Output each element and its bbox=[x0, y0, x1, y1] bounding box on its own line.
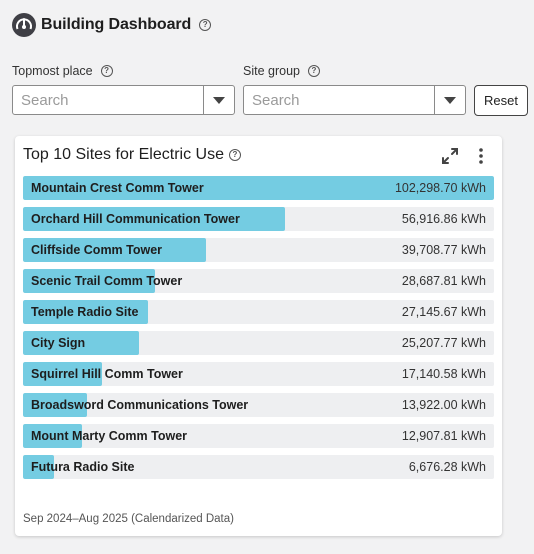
title-help-icon[interactable]: ? bbox=[199, 19, 212, 31]
bar-value: 27,145.67 kWh bbox=[401, 305, 486, 319]
bar-value: 25,207.77 kWh bbox=[401, 336, 486, 350]
chart-bar bbox=[23, 455, 54, 479]
page-title: Building Dashboard bbox=[41, 16, 192, 33]
reset-button[interactable]: Reset bbox=[474, 85, 528, 116]
bar-label: City Sign bbox=[31, 336, 86, 350]
chart-bar-row[interactable]: Scenic Trail Comm Tower 28,687.81 kWh bbox=[23, 269, 494, 293]
chevron-down-icon bbox=[444, 96, 456, 104]
bar-label: Broadsword Communications Tower bbox=[31, 398, 249, 412]
topmost-place-combobox[interactable] bbox=[12, 85, 235, 115]
more-vertical-icon[interactable] bbox=[474, 146, 488, 166]
chart-bar-row[interactable]: Broadsword Communications Tower 13,922.00… bbox=[23, 393, 494, 417]
bar-value: 17,140.58 kWh bbox=[401, 367, 486, 381]
expand-icon[interactable] bbox=[440, 146, 460, 166]
chevron-down-icon bbox=[213, 96, 225, 104]
topmost-place-dropdown-button[interactable] bbox=[203, 86, 234, 114]
topmost-place-search-input[interactable] bbox=[13, 86, 203, 114]
bar-label: Futura Radio Site bbox=[31, 460, 135, 474]
bar-label: Mount Marty Comm Tower bbox=[31, 429, 188, 443]
bar-value: 6,676.28 kWh bbox=[408, 460, 486, 474]
chart-bar bbox=[23, 393, 88, 417]
card-title: Top 10 Sites for Electric Use ? bbox=[23, 146, 241, 164]
topmost-place-label: Topmost place ? bbox=[12, 64, 113, 78]
card-help-icon[interactable]: ? bbox=[228, 149, 241, 161]
chart-bar-row[interactable]: Cliffside Comm Tower 39,708.77 kWh bbox=[23, 238, 494, 262]
chart-bar-row[interactable]: Temple Radio Site 27,145.67 kWh bbox=[23, 300, 494, 324]
bar-label: Orchard Hill Communication Tower bbox=[31, 212, 240, 226]
chart-bar-row[interactable]: Squirrel Hill Comm Tower 17,140.58 kWh bbox=[23, 362, 494, 386]
app-header: Building Dashboard ? bbox=[12, 12, 212, 38]
chart-bar-row[interactable]: Futura Radio Site 6,676.28 kWh bbox=[23, 455, 494, 479]
bar-label: Scenic Trail Comm Tower bbox=[31, 274, 183, 288]
chart-bar-row[interactable]: Mount Marty Comm Tower 12,907.81 kWh bbox=[23, 424, 494, 448]
chart-bar-row[interactable]: Orchard Hill Communication Tower 56,916.8… bbox=[23, 207, 494, 231]
bar-value: 13,922.00 kWh bbox=[401, 398, 486, 412]
topmost-place-label-text: Topmost place bbox=[12, 64, 93, 78]
date-range-footer: Sep 2024–Aug 2025 (Calendarized Data) bbox=[23, 513, 234, 525]
card-title-text: Top 10 Sites for Electric Use bbox=[23, 146, 224, 163]
bar-label: Temple Radio Site bbox=[31, 305, 139, 319]
chart-bar bbox=[23, 362, 102, 386]
bar-value: 12,907.81 kWh bbox=[401, 429, 486, 443]
site-group-label-text: Site group bbox=[243, 64, 300, 78]
bar-label: Mountain Crest Comm Tower bbox=[31, 181, 204, 195]
bar-value: 102,298.70 kWh bbox=[394, 181, 486, 195]
site-group-search-input[interactable] bbox=[244, 86, 434, 114]
chart-bar bbox=[23, 331, 140, 355]
bar-value: 39,708.77 kWh bbox=[401, 243, 486, 257]
site-group-dropdown-button[interactable] bbox=[434, 86, 465, 114]
gauge-logo-icon bbox=[12, 13, 36, 37]
bar-value: 28,687.81 kWh bbox=[401, 274, 486, 288]
chart-bar bbox=[23, 300, 148, 324]
bar-value: 56,916.86 kWh bbox=[401, 212, 486, 226]
electric-use-card: Top 10 Sites for Electric Use ? Mountain… bbox=[15, 136, 502, 536]
topmost-place-help-icon[interactable]: ? bbox=[100, 65, 113, 77]
chart-bar bbox=[23, 424, 83, 448]
site-group-combobox[interactable] bbox=[243, 85, 466, 115]
chart-bar-row[interactable]: City Sign 25,207.77 kWh bbox=[23, 331, 494, 355]
site-group-label: Site group ? bbox=[243, 64, 320, 78]
bar-label: Squirrel Hill Comm Tower bbox=[31, 367, 183, 381]
chart-bar-row[interactable]: Mountain Crest Comm Tower 102,298.70 kWh bbox=[23, 176, 494, 200]
chart-bar bbox=[23, 238, 206, 262]
site-group-help-icon[interactable]: ? bbox=[307, 65, 320, 77]
bar-chart: Mountain Crest Comm Tower 102,298.70 kWh O… bbox=[23, 176, 494, 486]
chart-bar bbox=[23, 269, 156, 293]
chart-bar bbox=[23, 207, 286, 231]
bar-label: Cliffside Comm Tower bbox=[31, 243, 163, 257]
chart-bar bbox=[23, 176, 494, 200]
